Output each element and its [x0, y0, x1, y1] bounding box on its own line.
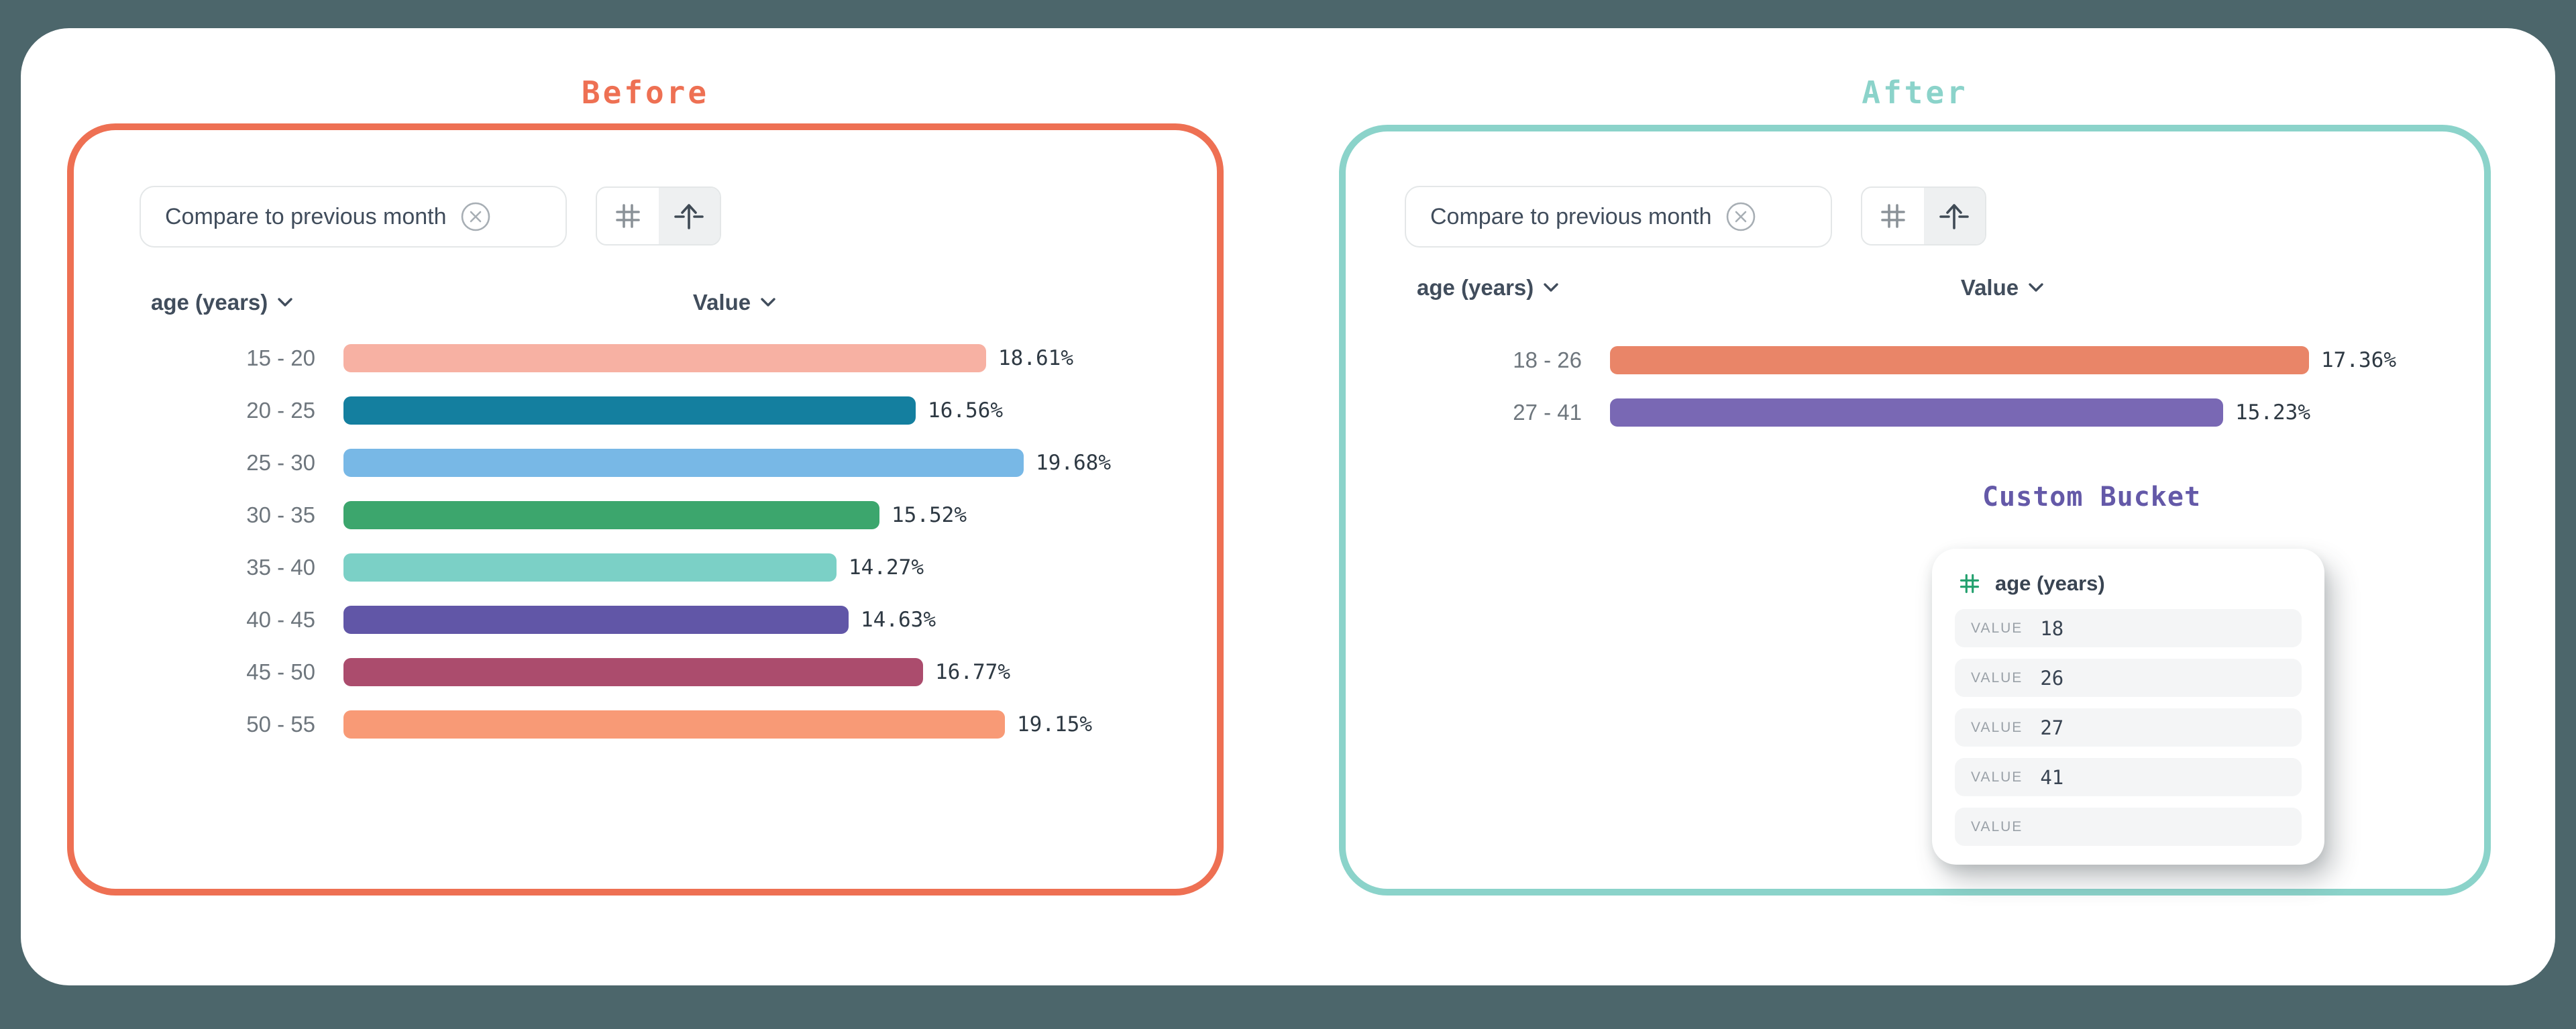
bar-row: 15 - 20 18.61% [67, 332, 1224, 384]
custom-bucket-field: age (years) [1957, 567, 2302, 600]
bar-row: 18 - 26 17.36% [1339, 334, 2491, 386]
chevron-down-icon [1544, 283, 1558, 292]
hash-grid-icon [615, 204, 640, 228]
bucket-value-input[interactable]: VALUE [1955, 808, 2302, 846]
bar-category-label: 20 - 25 [246, 398, 315, 423]
before-dimension-header[interactable]: age (years) [151, 290, 293, 315]
binning-toggle-group [1861, 186, 1986, 246]
bar[interactable] [343, 449, 1024, 477]
after-dimension-header[interactable]: age (years) [1417, 275, 1559, 301]
metric-header-label: Value [692, 290, 751, 315]
bar[interactable] [343, 396, 916, 425]
bar-category-label: 50 - 55 [246, 712, 315, 737]
bar-value-label: 19.15% [1017, 712, 1092, 737]
filter-chip-label: Compare to previous month [165, 203, 447, 229]
bucket-value-prefix: VALUE [1971, 719, 2023, 735]
bar[interactable] [343, 344, 986, 372]
bar[interactable] [343, 658, 923, 686]
bar[interactable] [343, 501, 879, 529]
bar-category-label: 25 - 30 [246, 450, 315, 475]
bar[interactable] [1610, 346, 2309, 374]
bucket-value-number: 41 [2040, 765, 2064, 789]
bar-category-label: 15 - 20 [246, 345, 315, 370]
bar[interactable] [343, 710, 1005, 739]
arrow-up-bar-icon [1939, 204, 1970, 229]
bar-row: 35 - 40 14.27% [67, 541, 1224, 594]
custom-bucket-field-label: age (years) [1995, 572, 2105, 595]
hash-bin-button[interactable] [597, 188, 659, 244]
bucket-value-number: 27 [2040, 716, 2064, 739]
bar-value-label: 14.27% [849, 555, 924, 580]
bar[interactable] [343, 553, 837, 582]
bar-row: 25 - 30 19.68% [67, 437, 1224, 489]
chevron-down-icon [278, 298, 292, 307]
custom-bucket-card: age (years) VALUE 18 VALUE 26 VALUE 27 V… [1932, 549, 2324, 865]
bucket-value-prefix: VALUE [1971, 669, 2023, 686]
bar-category-label: 45 - 50 [246, 659, 315, 684]
bar-row: 50 - 55 19.15% [67, 698, 1224, 751]
hash-bin-button[interactable] [1862, 188, 1924, 244]
sort-bin-button[interactable] [1923, 188, 1985, 244]
before-title: Before [581, 74, 710, 111]
chevron-down-icon [761, 298, 775, 307]
bar[interactable] [1610, 398, 2223, 427]
hash-grid-icon [1960, 574, 1980, 594]
bucket-value-prefix: VALUE [1971, 818, 2023, 834]
bar-value-label: 15.52% [892, 503, 967, 527]
bucket-value-prefix: VALUE [1971, 620, 2023, 636]
close-circle-icon[interactable] [1725, 201, 1756, 232]
filter-chip[interactable]: Compare to previous month [140, 186, 567, 248]
bar[interactable] [343, 606, 849, 634]
bucket-value-input[interactable]: VALUE 27 [1955, 708, 2302, 747]
bar-value-label: 16.77% [935, 660, 1010, 684]
before-bar-chart: 15 - 20 18.61% 20 - 25 16.56% 25 - 30 19… [67, 332, 1224, 751]
bar-category-label: 35 - 40 [246, 555, 315, 580]
after-bar-chart: 18 - 26 17.36% 27 - 41 15.23% [1339, 334, 2491, 439]
filter-chip[interactable]: Compare to previous month [1405, 186, 1832, 248]
bar-category-label: 40 - 45 [246, 607, 315, 632]
bucket-value-input[interactable]: VALUE 41 [1955, 758, 2302, 796]
bar-row: 20 - 25 16.56% [67, 384, 1224, 437]
bucket-value-number: 26 [2040, 666, 2064, 690]
bar-row: 45 - 50 16.77% [67, 646, 1224, 698]
chevron-down-icon [2029, 283, 2043, 292]
sort-bin-button[interactable] [658, 188, 720, 244]
metric-header-label: Value [1960, 275, 2019, 300]
bar-value-label: 18.61% [998, 346, 1073, 370]
bar-value-label: 16.56% [928, 398, 1003, 423]
bucket-value-prefix: VALUE [1971, 769, 2023, 785]
dimension-header-label: age (years) [151, 290, 268, 315]
dimension-header-label: age (years) [1417, 275, 1534, 300]
bar-row: 40 - 45 14.63% [67, 594, 1224, 646]
before-metric-header[interactable]: Value [634, 290, 835, 315]
bar-category-label: 18 - 26 [1513, 347, 1582, 372]
bar-row: 30 - 35 15.52% [67, 489, 1224, 541]
after-metric-header[interactable]: Value [1902, 275, 2103, 301]
after-title: After [1862, 74, 1968, 111]
bar-row: 27 - 41 15.23% [1339, 386, 2491, 439]
close-circle-icon[interactable] [460, 201, 491, 232]
bucket-value-input[interactable]: VALUE 26 [1955, 659, 2302, 697]
bar-value-label: 15.23% [2235, 400, 2310, 425]
bucket-value-input[interactable]: VALUE 18 [1955, 609, 2302, 647]
hash-grid-icon [1880, 204, 1905, 228]
bar-category-label: 30 - 35 [246, 502, 315, 527]
binning-toggle-group [596, 186, 721, 246]
bar-category-label: 27 - 41 [1513, 400, 1582, 425]
arrow-up-bar-icon [674, 204, 704, 229]
bar-value-label: 14.63% [861, 608, 936, 632]
custom-bucket-title: Custom Bucket [1982, 482, 2202, 512]
bar-value-label: 17.36% [2321, 348, 2396, 372]
filter-chip-label: Compare to previous month [1430, 203, 1712, 229]
custom-bucket-rows: VALUE 18 VALUE 26 VALUE 27 VALUE 41 VALU… [1955, 609, 2302, 846]
bar-value-label: 19.68% [1036, 451, 1111, 475]
bucket-value-number: 18 [2040, 616, 2064, 640]
